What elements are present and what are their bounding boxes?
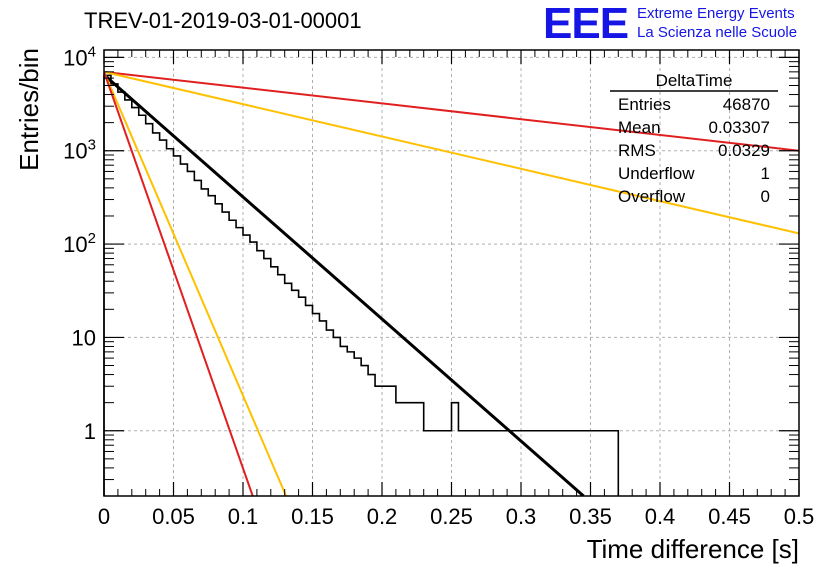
stats-row-label: Mean — [618, 118, 661, 137]
x-tick-label: 0 — [98, 504, 110, 529]
grid-lines — [104, 50, 799, 496]
chart-title: TREV-01-2019-03-01-00001 — [84, 8, 362, 33]
y-tick-label: 10 — [72, 325, 96, 350]
x-tick-label: 0.05 — [152, 504, 195, 529]
stats-row-value: 0 — [761, 187, 770, 206]
y-tick-label: 104 — [63, 43, 96, 70]
stats-box-title: DeltaTime — [656, 71, 733, 90]
fit-line — [104, 73, 585, 496]
data-series — [103, 70, 799, 496]
stats-row-label: Entries — [618, 95, 671, 114]
stats-row-label: Underflow — [618, 164, 695, 183]
y-tick-label: 1 — [84, 419, 96, 444]
logo-caption-line2: La Scienza nelle Scuole — [637, 24, 798, 41]
stats-row-value: 0.03307 — [709, 118, 770, 137]
stats-row-label: RMS — [618, 141, 656, 160]
y-tick-exponent: 3 — [88, 137, 96, 154]
logo-caption-line1: Extreme Energy Events — [637, 5, 795, 22]
histogram-step — [103, 74, 620, 496]
y-axis-label: Entries/bin — [14, 48, 44, 171]
red-slow-line — [104, 70, 799, 152]
x-axis-label: Time difference [s] — [587, 534, 799, 564]
stats-row-value: 0.0329 — [718, 141, 770, 160]
y-tick-exponent: 4 — [88, 43, 96, 60]
x-tick-label: 0.3 — [506, 504, 537, 529]
y-tick-label: 103 — [63, 137, 96, 164]
stats-row-value: 46870 — [723, 95, 770, 114]
x-tick-labels: 0 0.05 0.1 0.15 0.2 0.25 0.3 0.35 0.4 0.45 0.5 — [98, 504, 814, 529]
x-tick-label: 0.45 — [708, 504, 751, 529]
red-fast-line — [104, 71, 254, 496]
y-tick-exponent: 2 — [88, 230, 96, 247]
logo-caption: Extreme Energy Events La Scienza nelle S… — [637, 4, 797, 42]
x-tick-label: 0.25 — [430, 504, 473, 529]
x-tick-label: 0.2 — [367, 504, 398, 529]
x-tick-label: 0.4 — [645, 504, 676, 529]
orange-slow-line — [104, 70, 799, 235]
y-tick-labels: 1 10 102 103 104 — [63, 43, 96, 443]
orange-fast-line — [104, 71, 288, 496]
x-tick-label: 0.15 — [291, 504, 334, 529]
stats-box: DeltaTime Entries 46870 Mean 0.03307 RMS 0.03… — [610, 71, 778, 206]
stats-box-rows: Entries 46870 Mean 0.03307 RMS 0.0329 Underflo… — [618, 95, 770, 206]
axis-ticks — [103, 50, 800, 497]
x-tick-label: 0.5 — [784, 504, 815, 529]
x-tick-label: 0.1 — [228, 504, 259, 529]
x-tick-label: 0.35 — [569, 504, 612, 529]
y-tick-label: 102 — [63, 230, 96, 257]
stats-row-label: Overflow — [618, 187, 686, 206]
eee-logo: EEE — [543, 0, 629, 48]
stats-row-value: 1 — [761, 164, 770, 183]
